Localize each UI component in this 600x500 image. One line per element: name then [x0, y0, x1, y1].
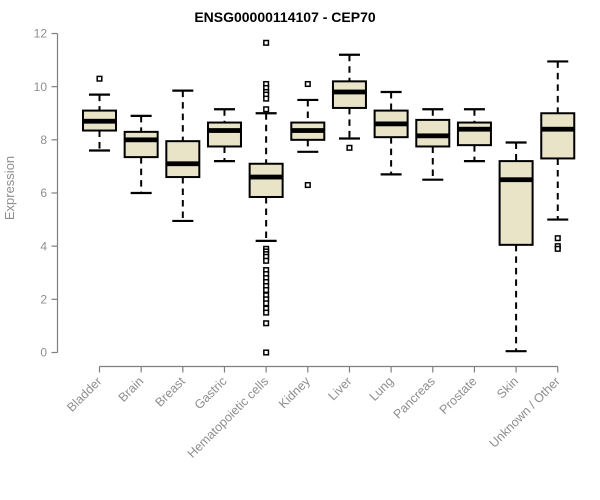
outlier-point: [554, 245, 561, 252]
outlier-point: [263, 320, 270, 327]
x-tick-label: Pancreas: [391, 374, 438, 421]
outlier-point: [263, 257, 270, 264]
box: [498, 160, 534, 246]
boxplot-breast: [165, 89, 201, 223]
median-line: [249, 174, 283, 180]
outlier-point: [304, 181, 311, 189]
boxplot-pancreas: [415, 108, 451, 181]
y-tick-label: 10: [34, 80, 48, 94]
x-tick-label: Skin: [494, 374, 521, 401]
outlier-point: [346, 144, 353, 151]
x-tick-label: Breast: [152, 374, 188, 410]
boxplot-bladder: [82, 75, 117, 152]
median-line: [499, 177, 533, 183]
median-line: [374, 121, 408, 127]
median-line: [416, 133, 450, 139]
chart-title: ENSG00000114107 - CEP70: [194, 9, 376, 25]
x-tick-label: Bladder: [64, 374, 104, 414]
outlier-point: [263, 349, 270, 356]
outlier-point: [263, 106, 270, 113]
y-tick-label: 8: [40, 133, 47, 147]
y-tick-label: 4: [40, 239, 47, 253]
outlier-point: [263, 286, 270, 294]
box: [248, 162, 284, 198]
x-tick-label: Unknown / Other: [487, 374, 563, 450]
median-line: [332, 89, 366, 95]
boxplot-gastric: [206, 108, 242, 163]
outlier-point: [96, 75, 103, 82]
box: [165, 140, 201, 179]
box: [456, 121, 492, 147]
outlier-point: [263, 95, 270, 102]
y-tick-label: 6: [40, 186, 47, 200]
outlier-point: [304, 80, 311, 88]
boxplot-prostate: [456, 108, 492, 163]
median-line: [124, 137, 158, 143]
x-tick-label: Brain: [116, 374, 147, 405]
median-line: [207, 128, 241, 133]
boxplot-liver: [331, 53, 367, 151]
x-tick-label: Liver: [326, 374, 355, 403]
boxplot-hematopoietic-cells: [248, 39, 284, 356]
boxplot-brain: [123, 114, 159, 195]
box: [123, 130, 159, 159]
y-tick-label: 0: [40, 346, 47, 360]
box: [540, 112, 576, 160]
outlier-point: [263, 300, 270, 307]
median-line: [457, 126, 491, 132]
median-line: [83, 118, 116, 124]
x-tick-label: Gastric: [192, 374, 230, 412]
boxplot-lung: [373, 90, 409, 176]
box: [331, 80, 367, 109]
y-tick-label: 2: [40, 293, 47, 307]
x-tick-label: Prostate: [437, 374, 480, 417]
y-tick-label: 12: [34, 27, 48, 41]
median-line: [166, 161, 200, 167]
x-tick-label: Hematopoietic cells: [185, 374, 272, 461]
y-axis: 0 2 4 6 8 10 12: [34, 27, 59, 360]
median-line: [541, 126, 575, 132]
box: [206, 121, 242, 148]
boxplot-unknown-other: [540, 60, 576, 252]
boxplot-skin: [498, 141, 534, 353]
boxplot-kidney: [290, 80, 326, 189]
x-tick-label: Kidney: [276, 374, 313, 411]
outlier-point: [554, 235, 561, 242]
box: [415, 118, 451, 148]
outlier-point: [263, 309, 270, 316]
median-line: [291, 128, 325, 133]
outlier-point: [263, 39, 270, 46]
x-tick-label: Lung: [367, 374, 397, 404]
